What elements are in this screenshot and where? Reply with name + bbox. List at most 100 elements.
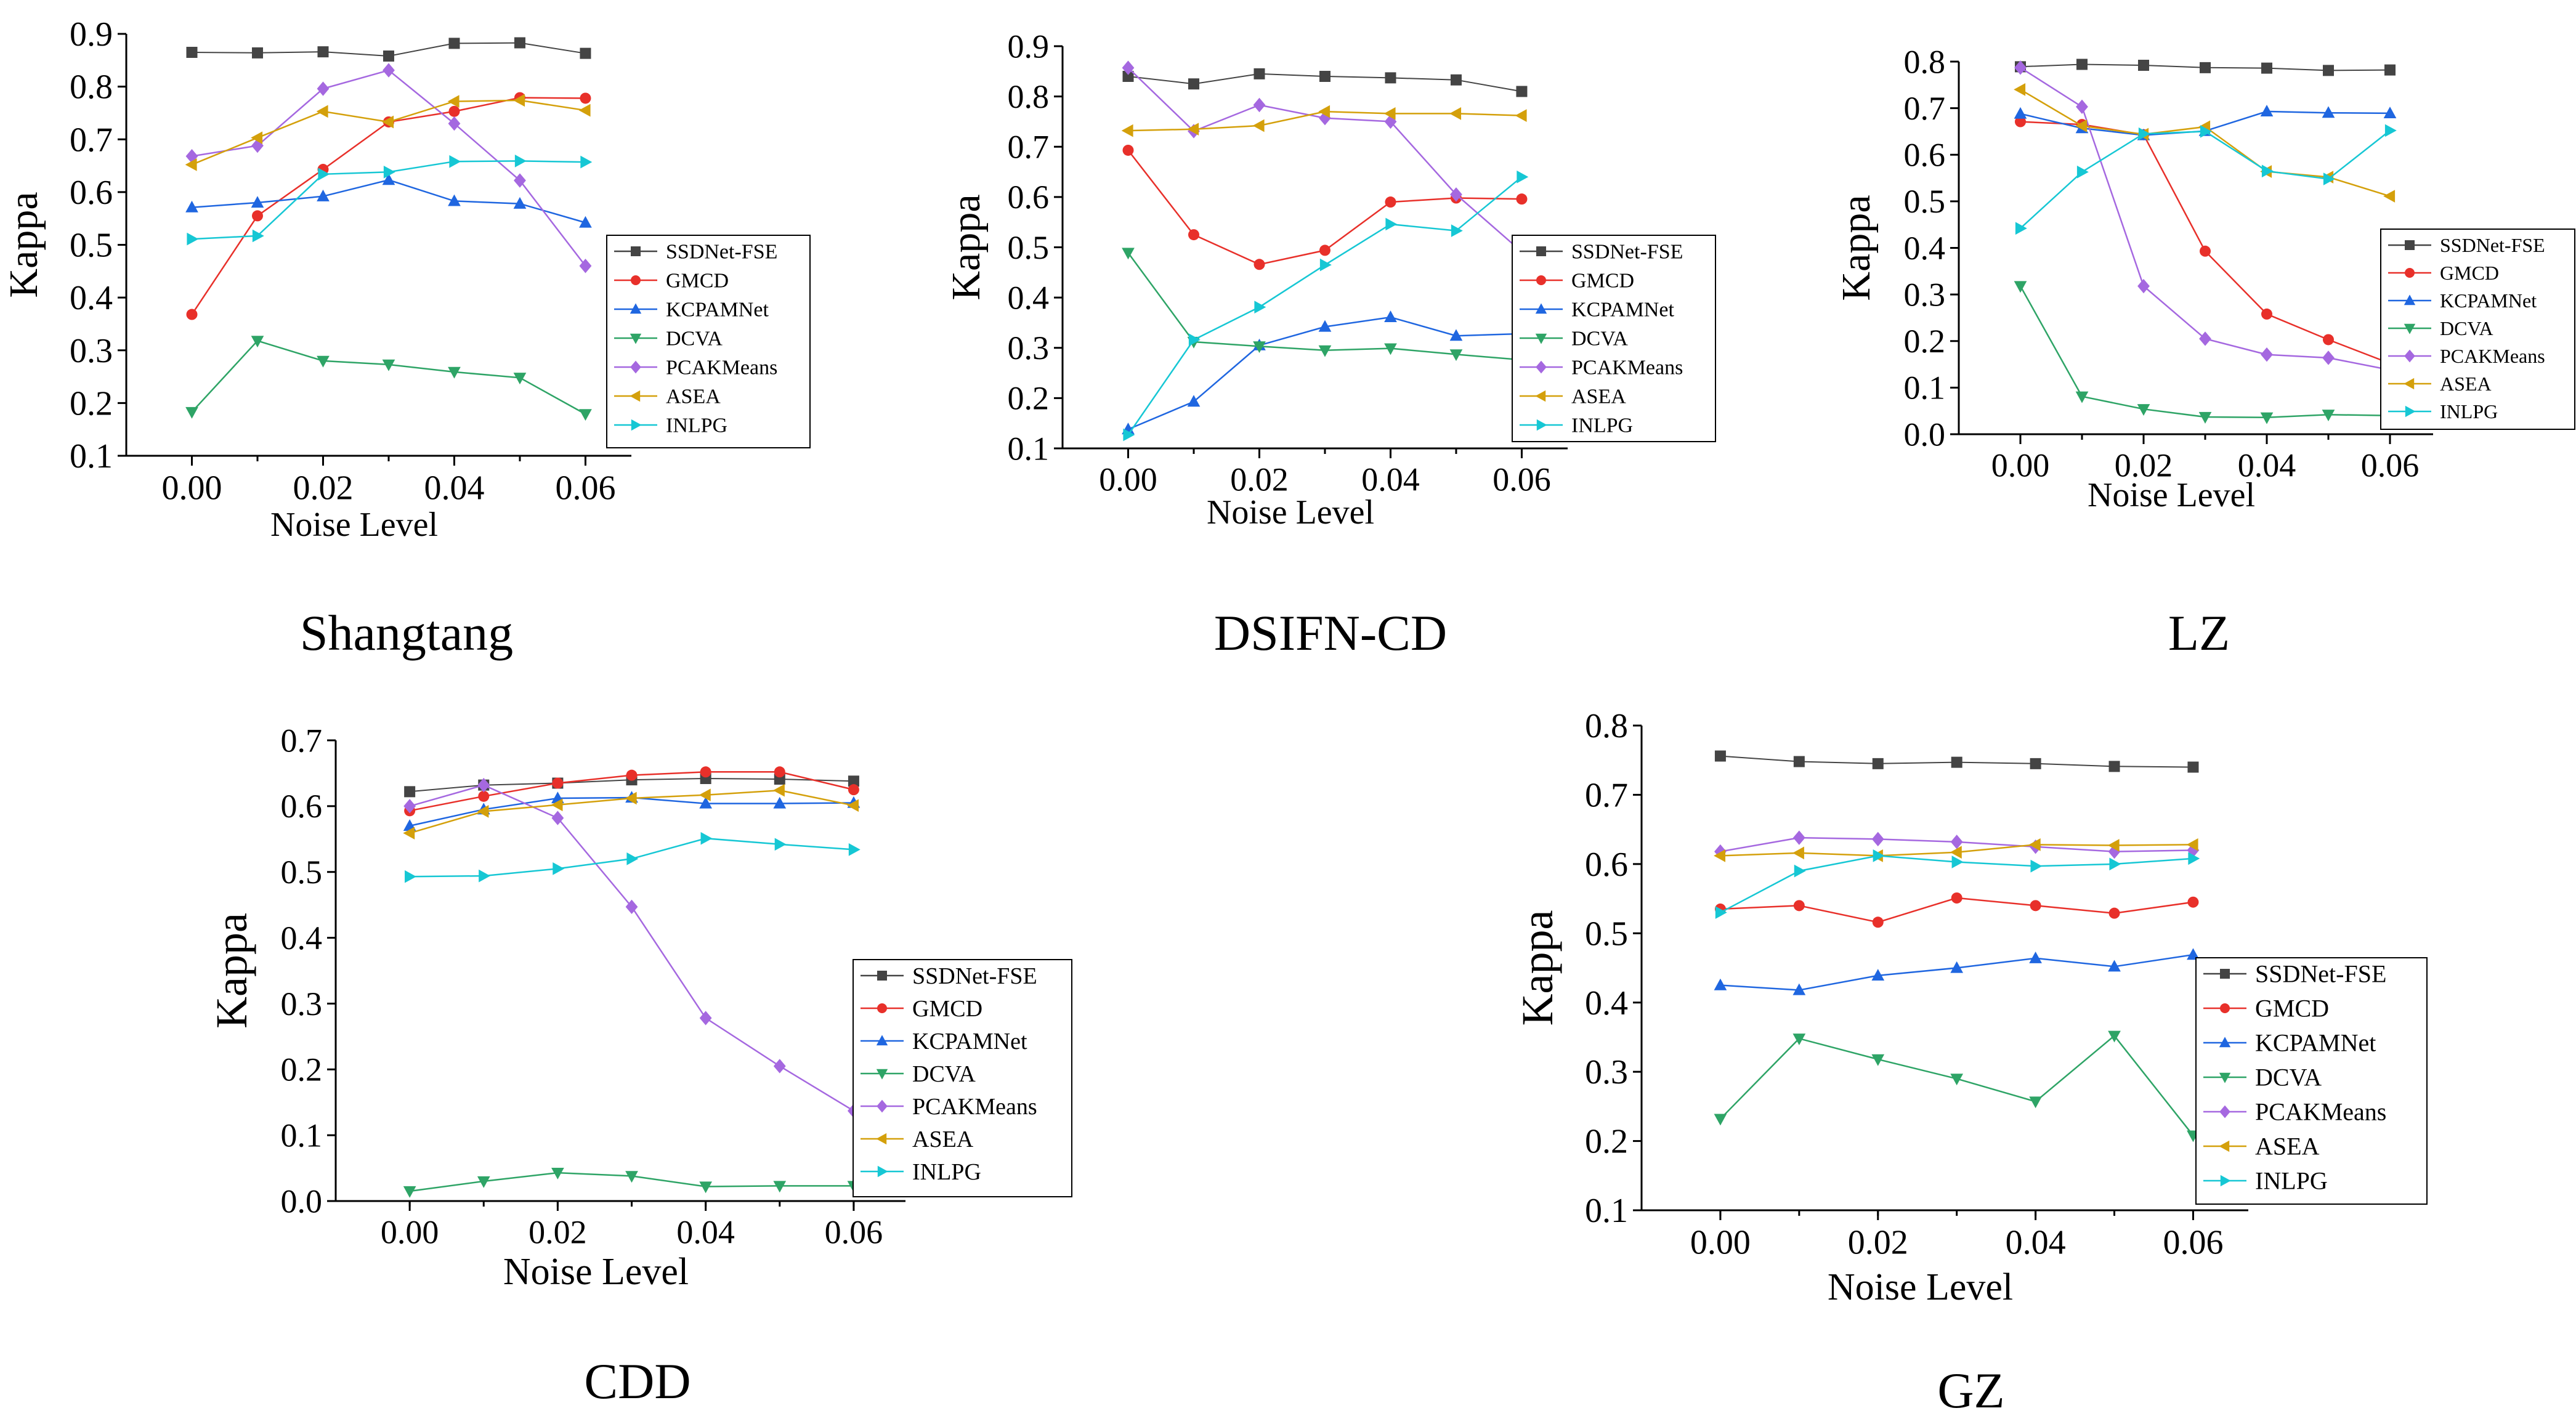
- shangtang-asea-point: [185, 158, 197, 171]
- lz-ssdnet-fse-point: [2384, 64, 2396, 76]
- shangtang-ssdnet-fse-point: [383, 50, 394, 62]
- dsifn-cd-legend-marker-asea: [1535, 390, 1546, 402]
- cdd-pcakmeans-point: [625, 899, 638, 915]
- dsifn-cd-dcva-point: [1122, 248, 1135, 260]
- lz-ssdnet-fse-point: [2076, 59, 2088, 70]
- dsifn-cd-inlpg-point: [1385, 217, 1398, 231]
- shangtang-legend-label-pcakmeans: PCAKMeans: [666, 357, 777, 379]
- lz-legend: SSDNet-FSE GMCD KCPAMNet DCVA PCAKMeans ASEA I…: [2380, 229, 2575, 430]
- lz-legend-marker-asea: [2404, 378, 2415, 390]
- shangtang-series-asea: [185, 94, 591, 171]
- cdd-panel-label: CDD: [584, 1353, 691, 1409]
- dsifn-cd-inlpg-line: [1127, 176, 1523, 435]
- shangtang-series-inlpg: [187, 155, 593, 246]
- dsifn-cd-asea-point: [1252, 119, 1265, 132]
- cdd-dcva-point: [625, 1171, 638, 1183]
- gz-legend-box: [2195, 957, 2428, 1205]
- dsifn-cd-inlpg-point: [1451, 224, 1463, 237]
- shangtang-dcva-point: [579, 409, 592, 421]
- cdd-inlpg-point: [700, 831, 713, 845]
- dsifn-cd-y-tick-label: 0.4: [1008, 279, 1050, 316]
- cdd-kcpamnet-point: [773, 796, 787, 809]
- gz-dcva-point: [1950, 1074, 1964, 1086]
- cdd-dcva-point: [477, 1176, 490, 1188]
- lz-legend-label-inlpg: INLPG: [2440, 400, 2498, 423]
- gz-pcakmeans-point: [2187, 843, 2200, 858]
- shangtang-inlpg-point: [580, 155, 593, 169]
- shangtang-y-tick-label: 0.2: [70, 384, 113, 423]
- shangtang-asea-point: [382, 115, 394, 129]
- lz-kcpamnet-point: [2260, 105, 2274, 117]
- lz-inlpg-point: [2138, 127, 2150, 140]
- lz-kcpamnet-point: [2014, 107, 2027, 119]
- gz-inlpg-point: [2109, 857, 2121, 871]
- cdd-asea-point: [551, 798, 563, 812]
- cdd-dcva-point: [773, 1181, 787, 1193]
- shangtang-asea-point: [251, 131, 263, 145]
- cdd-series-dcva: [403, 1167, 861, 1198]
- shangtang-x-tick-label: 0.02: [293, 469, 353, 507]
- shangtang-kcpamnet-point: [382, 173, 395, 185]
- dsifn-cd-y-tick-label: 0.5: [1008, 229, 1050, 266]
- lz-series-inlpg: [2015, 124, 2397, 235]
- gz-legend-label-inlpg: INLPG: [2255, 1167, 2328, 1195]
- dsifn-cd-asea-point: [1318, 105, 1331, 118]
- dsifn-cd-x-tick-label: 0.04: [1361, 461, 1420, 498]
- shangtang-kcpamnet-point: [185, 200, 198, 212]
- shangtang-y-tick-label: 0.6: [70, 174, 113, 212]
- lz-kcpamnet-point: [2322, 106, 2335, 118]
- dsifn-cd-gmcd-point: [1254, 259, 1265, 270]
- shangtang-inlpg-point: [449, 155, 461, 168]
- gz-ssdnet-fse-point: [2030, 758, 2041, 769]
- lz-legend-label-ssdnet-fse: SSDNet-FSE: [2440, 234, 2545, 256]
- dsifn-cd-dcva-point: [1318, 345, 1332, 357]
- lz-y-tick-label: 0.6: [1904, 137, 1946, 174]
- gz-asea-point: [2028, 838, 2041, 851]
- shangtang-ssdnet-fse-point: [580, 47, 591, 59]
- dsifn-cd-gmcd-point: [1188, 229, 1199, 241]
- shangtang-inlpg-point: [383, 165, 395, 179]
- cdd-legend: SSDNet-FSE GMCD KCPAMNet DCVA PCAKMeans ASEA I…: [853, 959, 1072, 1197]
- dsifn-cd-asea-point: [1449, 107, 1462, 120]
- lz-series-asea: [2014, 83, 2396, 203]
- gz-dcva-point: [1714, 1114, 1727, 1126]
- gz-inlpg-point: [1951, 856, 1964, 868]
- dsifn-cd-gmcd-point: [1122, 144, 1134, 156]
- dsifn-cd-kcpamnet-point: [1384, 310, 1397, 323]
- gz-y-tick-label: 0.8: [1585, 707, 1628, 745]
- gz-gmcd-point: [2108, 907, 2120, 919]
- gz-series-gmcd: [1714, 892, 2199, 928]
- gz-dcva-point: [1871, 1054, 1885, 1066]
- gz-kcpamnet-point: [1950, 961, 1964, 973]
- lz-panel-label: LZ: [2168, 605, 2230, 661]
- gz-asea-point: [1714, 849, 1726, 862]
- lz-gmcd-point: [2323, 334, 2334, 346]
- dsifn-cd-dcva-line: [1127, 252, 1522, 361]
- cdd-asea-point: [403, 827, 415, 840]
- shangtang-gmcd-point: [580, 92, 591, 104]
- dsifn-cd-pcakmeans-line: [1127, 67, 1523, 253]
- chart-shangtang: 0.1 0.2 0.3 0.4 0.5 0.6 0.7 0.8 0.9 0.00 0.02 0.04 0…: [1, 15, 811, 661]
- dsifn-cd-legend-label-ssdnet-fse: SSDNet-FSE: [1571, 241, 1683, 264]
- dsifn-cd-legend-label-gmcd: GMCD: [1571, 270, 1634, 293]
- shangtang-dcva-point: [317, 355, 330, 368]
- cdd-legend-label-dcva: DCVA: [912, 1061, 976, 1087]
- cdd-pcakmeans-point: [551, 811, 564, 825]
- cdd-dcva-point: [403, 1186, 416, 1198]
- dsifn-cd-y-tick-label: 0.6: [1008, 179, 1050, 216]
- gz-x-tick-label: 0.02: [1848, 1223, 1908, 1261]
- dsifn-cd-y-tick-label: 0.1: [1008, 430, 1050, 467]
- shangtang-legend-label-gmcd: GMCD: [666, 270, 729, 293]
- gz-legend-marker-kcpamnet: [2219, 1037, 2231, 1048]
- dsifn-cd-gmcd-point: [1319, 245, 1331, 256]
- shangtang-dcva-point: [448, 366, 461, 379]
- gz-series-dcva: [1714, 1030, 2200, 1143]
- lz-legend-marker-ssdnet-fse: [2405, 240, 2415, 250]
- shangtang-legend-label-asea: ASEA: [666, 386, 721, 408]
- gz-legend-marker-dcva: [2219, 1072, 2231, 1083]
- gz-ssdnet-fse-point: [2108, 761, 2120, 772]
- shangtang-gmcd-point: [186, 309, 198, 320]
- lz-inlpg-point: [2015, 222, 2027, 235]
- gz-y-tick-label: 0.3: [1585, 1053, 1628, 1091]
- shangtang-ssdnet-fse-point: [186, 46, 198, 58]
